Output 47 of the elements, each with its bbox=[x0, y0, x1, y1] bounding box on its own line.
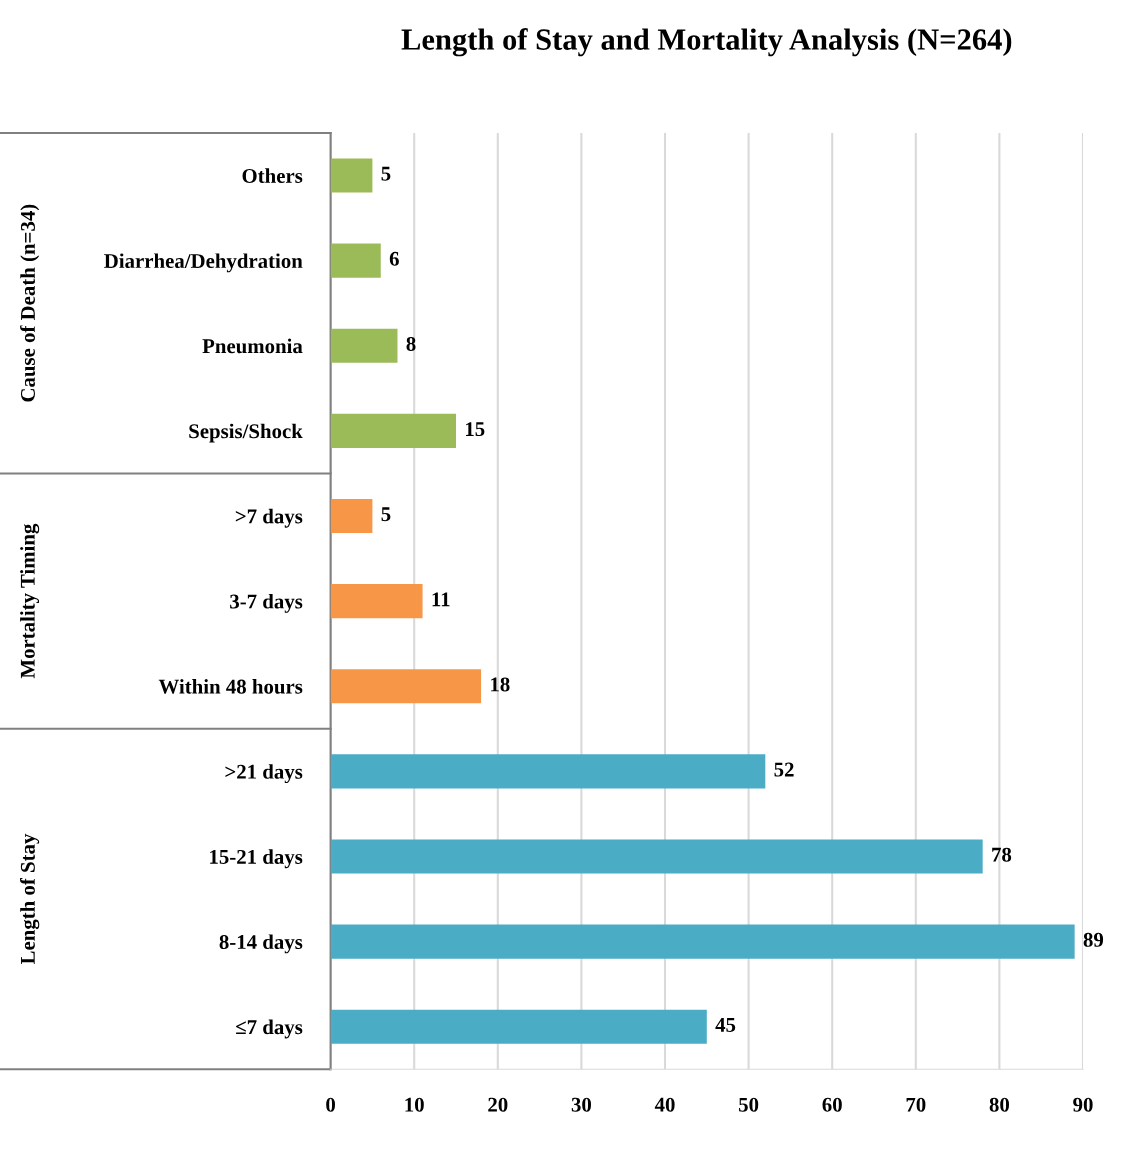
text: Cause of Death (n=34) bbox=[20, 204, 40, 402]
x-tick-label: 50 bbox=[739, 1097, 759, 1112]
text: Mortality Timing bbox=[20, 523, 40, 679]
x-tick-label: 30 bbox=[571, 1097, 592, 1112]
y-tick-label: ≤7 days bbox=[236, 1019, 303, 1039]
bar bbox=[330, 924, 1075, 959]
y-tick-label: 3-7 days bbox=[230, 593, 303, 613]
data-label: 52 bbox=[774, 762, 794, 777]
bar bbox=[330, 669, 482, 704]
y-tick-label: 8-14 days bbox=[219, 934, 303, 954]
x-tick-label: 90 bbox=[1073, 1097, 1093, 1112]
y-tick-label: >7 days bbox=[235, 508, 303, 528]
chart-title: Length of Stay and Mortality Analysis (N=264) bbox=[401, 28, 1012, 57]
data-label: 18 bbox=[491, 677, 510, 692]
data-label: 89 bbox=[1083, 932, 1104, 947]
y-tick-label: Sepsis/Shock bbox=[189, 423, 303, 443]
y-tick-label: Pneumonia bbox=[202, 338, 303, 354]
y-tick-label: 15-21 days bbox=[210, 849, 303, 869]
bar bbox=[330, 158, 373, 193]
x-tick-label: 40 bbox=[654, 1097, 675, 1112]
bar bbox=[330, 1009, 707, 1044]
x-tick-label: 10 bbox=[405, 1097, 424, 1112]
y-tick-label: Diarrhea/Dehydration bbox=[104, 253, 303, 273]
data-label: 78 bbox=[992, 847, 1012, 862]
bar bbox=[330, 413, 456, 448]
data-label: 5 bbox=[381, 166, 391, 181]
data-label: 6 bbox=[389, 251, 399, 266]
bar bbox=[330, 839, 983, 874]
y-tick-label: Others bbox=[242, 168, 303, 183]
bar bbox=[330, 328, 398, 363]
y-tick-label: >21 days bbox=[225, 764, 303, 784]
x-tick-label: 60 bbox=[822, 1097, 842, 1112]
data-label: 15 bbox=[466, 422, 485, 437]
data-label: 5 bbox=[381, 507, 391, 522]
y-tick-label: Within 48 hours bbox=[158, 679, 303, 694]
text: Length of Stay bbox=[20, 833, 40, 965]
bar bbox=[330, 584, 423, 619]
x-tick-label: 80 bbox=[989, 1097, 1010, 1112]
data-label: 45 bbox=[715, 1018, 736, 1032]
data-label: 11 bbox=[432, 592, 450, 607]
bar bbox=[330, 243, 381, 278]
x-tick-label: 0 bbox=[326, 1097, 336, 1112]
x-tick-label: 70 bbox=[906, 1097, 926, 1112]
x-tick-label: 20 bbox=[488, 1097, 508, 1112]
data-label: 8 bbox=[406, 336, 416, 351]
bar bbox=[330, 754, 766, 789]
bar bbox=[330, 498, 373, 534]
